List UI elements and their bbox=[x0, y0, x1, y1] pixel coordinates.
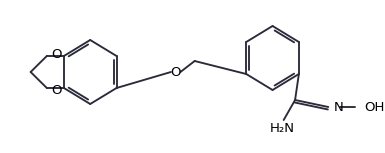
Text: N: N bbox=[334, 101, 344, 114]
Text: O: O bbox=[171, 65, 181, 78]
Text: O: O bbox=[52, 84, 62, 97]
Text: O: O bbox=[52, 47, 62, 60]
Text: H₂N: H₂N bbox=[269, 121, 294, 134]
Text: OH: OH bbox=[364, 101, 385, 114]
